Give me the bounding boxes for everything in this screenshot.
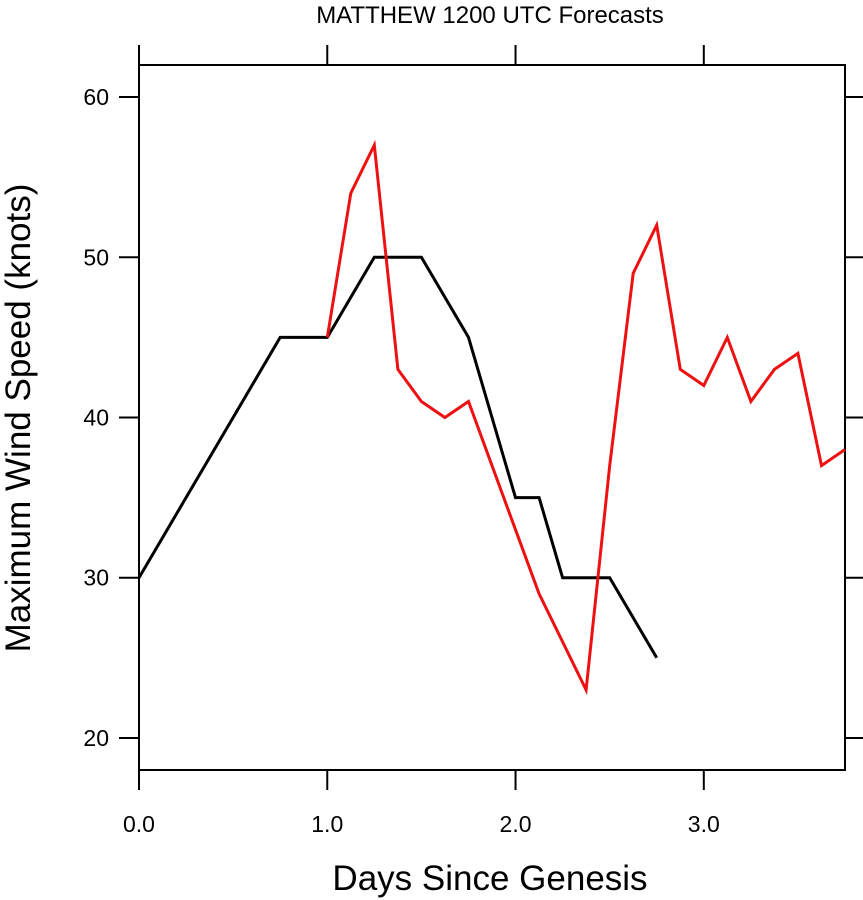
x-tick-label: 3.0 — [688, 811, 720, 837]
x-tick-label: 1.0 — [311, 811, 343, 837]
series-line-2 — [325, 139, 846, 696]
y-tick-label: 20 — [83, 725, 109, 751]
y-tick-label: 30 — [83, 565, 109, 591]
y-tick-label: 50 — [83, 244, 109, 270]
y-axis-title: Maximum Wind Speed (knots) — [0, 184, 38, 653]
x-tick-label: 2.0 — [500, 811, 532, 837]
y-tick-label: 40 — [83, 405, 109, 431]
chart-title: MATTHEW 1200 UTC Forecasts — [316, 2, 664, 29]
y-tick-label: 60 — [83, 84, 109, 110]
series-line-1 — [137, 255, 658, 659]
x-axis-title: Days Since Genesis — [332, 859, 647, 898]
x-tick-label: 0.0 — [123, 811, 155, 837]
